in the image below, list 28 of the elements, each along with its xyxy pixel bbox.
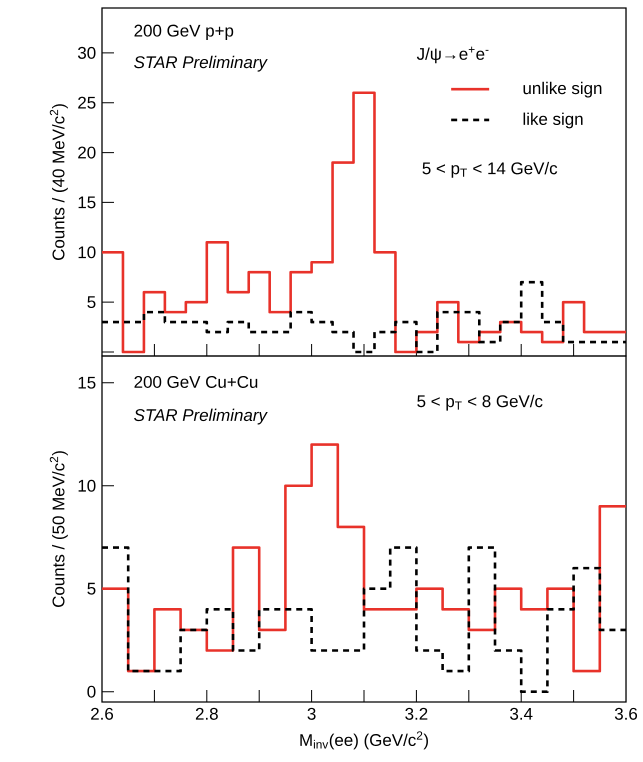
y-tick-label: 5 bbox=[87, 296, 96, 308]
x-tick-label: 3.2 bbox=[405, 708, 428, 720]
annotation: STAR Preliminary bbox=[134, 56, 268, 72]
x-tick-label: 2.8 bbox=[196, 708, 218, 720]
y-tick-label: 20 bbox=[78, 146, 96, 159]
y-tick-label: 10 bbox=[78, 246, 96, 258]
y-tick-label: 30 bbox=[78, 46, 96, 59]
y-tick-label: 0 bbox=[87, 686, 96, 698]
annotation: 5 < p$_{T}$ < 8 GeV/c bbox=[417, 394, 542, 411]
annotation: 200 GeV p+p bbox=[134, 24, 233, 40]
annotation: 5 < p$_{T}$ < 14 GeV/c bbox=[422, 162, 557, 178]
annotation: J/ψ→e$^{+}$e$^{-}$ bbox=[416, 46, 488, 64]
x-tick-label: 3.4 bbox=[510, 708, 532, 720]
x-tick-label: 3.6 bbox=[614, 708, 637, 720]
y-axis-title: Counts / (40 MeV/c$^{2}$) bbox=[50, 104, 68, 260]
x-tick-label: 3 bbox=[307, 708, 316, 720]
legend-label: like sign bbox=[523, 112, 582, 128]
annotation: 200 GeV Cu+Cu bbox=[134, 376, 258, 388]
y-axis-title: Counts / (50 MeV/c$^{2}$) bbox=[50, 451, 68, 607]
legend-label: unlike sign bbox=[523, 82, 602, 98]
y-tick-label: 25 bbox=[78, 96, 96, 109]
annotation: STAR Preliminary bbox=[134, 408, 268, 424]
y-tick-label: 10 bbox=[78, 480, 96, 492]
x-tick-label: 2.6 bbox=[90, 708, 113, 720]
y-tick-label: 15 bbox=[78, 376, 96, 389]
y-tick-label: 5 bbox=[87, 582, 96, 595]
y-tick-label: 15 bbox=[78, 196, 96, 208]
x-axis-title: M$_{inv}$(ee) (GeV/c$^{2}$) bbox=[300, 731, 428, 750]
